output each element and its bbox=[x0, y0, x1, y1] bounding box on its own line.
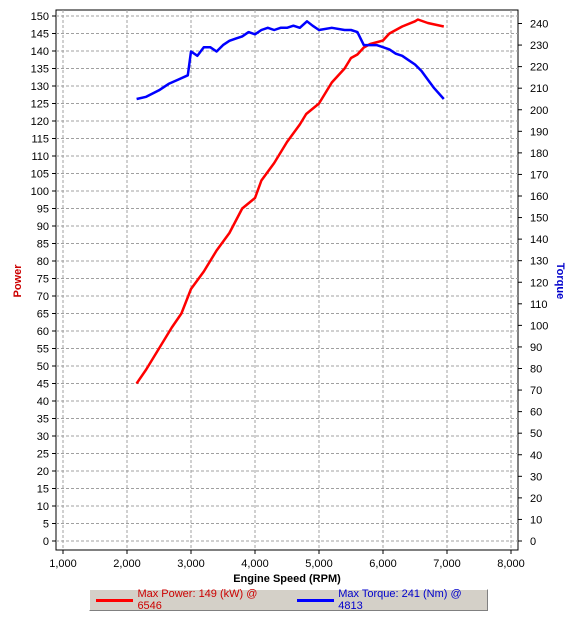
y-left-tick-label: 120 bbox=[31, 116, 49, 128]
x-axis-label: Engine Speed (RPM) bbox=[233, 573, 341, 585]
y-left-tick-label: 70 bbox=[37, 291, 49, 303]
y-left-tick-label: 130 bbox=[31, 81, 49, 93]
y-left-tick-label: 25 bbox=[37, 449, 49, 461]
y-left-tick-label: 80 bbox=[37, 256, 49, 268]
y-right-tick-label: 160 bbox=[530, 191, 548, 203]
legend-torque-label: Max Torque: 241 (Nm) @ 4813 bbox=[338, 588, 462, 612]
y-right-tick-label: 40 bbox=[530, 450, 542, 462]
x-tick-label: 4,000 bbox=[241, 558, 269, 570]
y-left-tick-label: 150 bbox=[31, 11, 49, 23]
x-tick-label: 5,000 bbox=[305, 558, 333, 570]
axes: 1,000 2,000 3,000 4,000 5,000 6,000 7,000 8,000… bbox=[31, 11, 549, 570]
y-axis-right-label: Torque bbox=[554, 263, 566, 299]
y-right-tick-label: 50 bbox=[530, 428, 542, 440]
y-left-tick-label: 60 bbox=[37, 326, 49, 338]
y-right-tick-label: 10 bbox=[530, 514, 542, 526]
y-axis-left-label: Power bbox=[12, 264, 24, 298]
y-right-tick-label: 60 bbox=[530, 407, 542, 419]
y-left-tick-label: 10 bbox=[37, 501, 49, 513]
grid bbox=[56, 10, 518, 550]
plot-area bbox=[55, 9, 519, 551]
y-left-tick-label: 35 bbox=[37, 414, 49, 426]
y-right-tick-label: 210 bbox=[530, 83, 548, 95]
x-tick-label: 7,000 bbox=[433, 558, 461, 570]
x-tick-label: 8,000 bbox=[497, 558, 525, 570]
y-left-tick-label: 45 bbox=[37, 379, 49, 391]
torque-swatch bbox=[296, 598, 335, 602]
x-tick-label: 1,000 bbox=[49, 558, 77, 570]
y-left-tick-label: 125 bbox=[31, 99, 49, 111]
y-left-tick-label: 95 bbox=[37, 204, 49, 216]
y-left-tick-label: 20 bbox=[37, 466, 49, 478]
y-left-tick-label: 5 bbox=[43, 519, 49, 531]
y-left-tick-label: 50 bbox=[37, 361, 49, 373]
y-right-tick-label: 120 bbox=[530, 277, 548, 289]
y-left-tick-label: 30 bbox=[37, 431, 49, 443]
y-left-tick-label: 75 bbox=[37, 274, 49, 286]
x-tick-label: 6,000 bbox=[369, 558, 397, 570]
y-left-tick-label: 140 bbox=[31, 46, 49, 58]
y-right-tick-label: 70 bbox=[530, 385, 542, 397]
y-right-tick-label: 170 bbox=[530, 169, 548, 181]
series-line-power bbox=[135, 18, 445, 385]
power-swatch bbox=[96, 598, 134, 602]
y-right-tick-label: 130 bbox=[530, 256, 548, 268]
y-left-tick-label: 145 bbox=[31, 29, 49, 41]
legend-power-label: Max Power: 149 (kW) @ 6546 bbox=[137, 588, 258, 612]
y-left-tick-label: 110 bbox=[31, 151, 49, 163]
y-right-tick-label: 140 bbox=[530, 234, 548, 246]
y-right-tick-label: 20 bbox=[530, 493, 542, 505]
y-left-tick-label: 15 bbox=[37, 484, 49, 496]
x-tick-label: 2,000 bbox=[113, 558, 141, 570]
legend: Max Power: 149 (kW) @ 6546 Max Torque: 2… bbox=[89, 588, 488, 612]
legend-item-torque: Max Torque: 241 (Nm) @ 4813 bbox=[296, 588, 487, 612]
series-layer bbox=[135, 18, 445, 385]
y-right-tick-label: 110 bbox=[530, 299, 548, 311]
y-left-tick-label: 100 bbox=[31, 186, 49, 198]
y-left-tick-label: 40 bbox=[37, 396, 49, 408]
legend-item-power: Max Power: 149 (kW) @ 6546 bbox=[96, 588, 283, 612]
y-left-tick-label: 90 bbox=[37, 221, 49, 233]
y-right-tick-label: 230 bbox=[530, 40, 548, 52]
y-left-tick-label: 115 bbox=[31, 134, 49, 146]
y-right-tick-label: 0 bbox=[530, 536, 536, 548]
y-right-tick-label: 150 bbox=[530, 213, 548, 225]
y-left-tick-label: 105 bbox=[31, 169, 49, 181]
y-right-tick-label: 100 bbox=[530, 320, 548, 332]
y-right-tick-label: 220 bbox=[530, 62, 548, 74]
y-left-tick-label: 0 bbox=[43, 536, 49, 548]
series-line-torque bbox=[136, 20, 445, 101]
y-right-tick-label: 90 bbox=[530, 342, 542, 354]
y-right-tick-label: 80 bbox=[530, 364, 542, 376]
y-right-tick-label: 180 bbox=[530, 148, 548, 160]
y-right-tick-label: 200 bbox=[530, 105, 548, 117]
y-left-tick-label: 85 bbox=[37, 239, 49, 251]
y-left-tick-label: 65 bbox=[37, 309, 49, 321]
y-left-tick-label: 55 bbox=[37, 344, 49, 356]
y-right-tick-label: 30 bbox=[530, 471, 542, 483]
y-right-tick-label: 240 bbox=[530, 19, 548, 31]
x-tick-label: 3,000 bbox=[177, 558, 205, 570]
y-right-tick-label: 190 bbox=[530, 126, 548, 138]
y-left-tick-label: 135 bbox=[31, 64, 49, 76]
